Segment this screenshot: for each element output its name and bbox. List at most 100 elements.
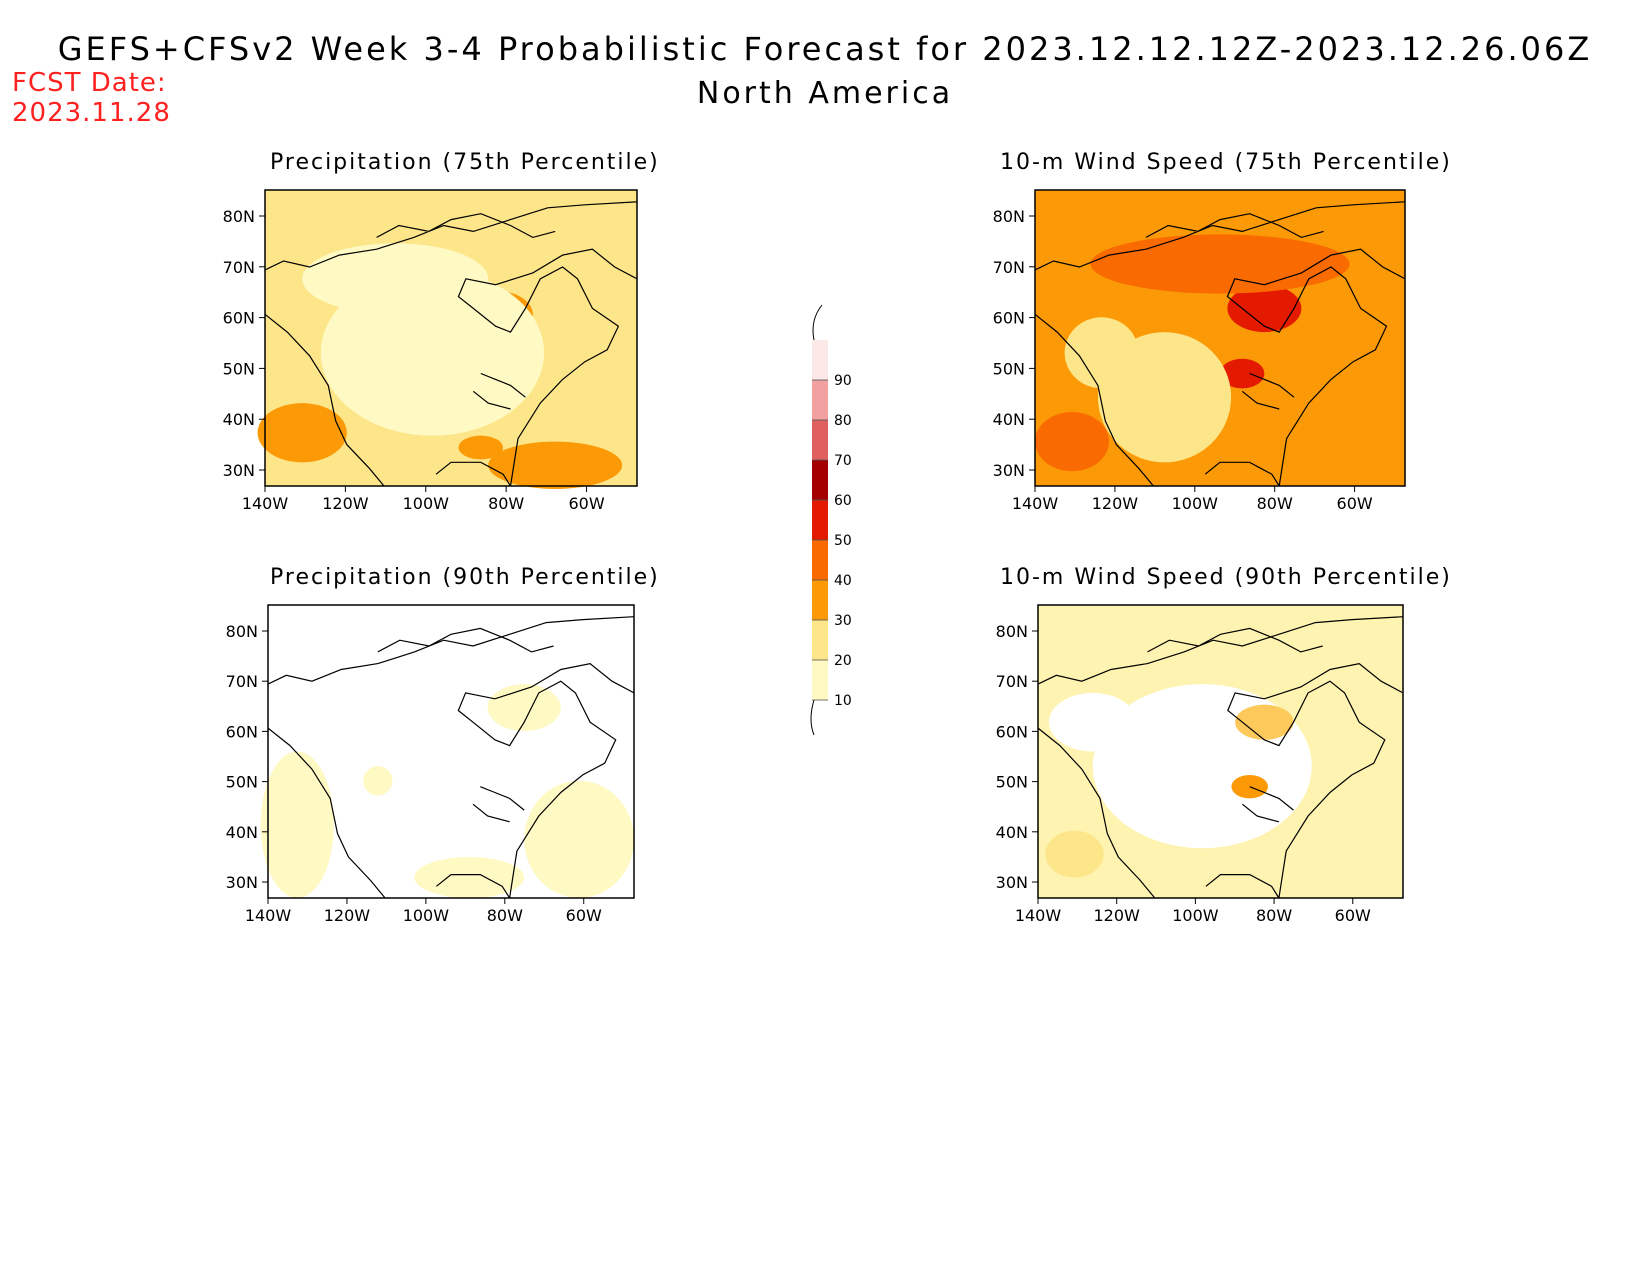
colorbar-lower-arrow [810, 699, 815, 736]
lat-tick-label: 70N [226, 672, 258, 691]
lat-tick-label: 60N [993, 309, 1025, 328]
lat-tick-label: 70N [223, 258, 255, 277]
coastline [264, 201, 638, 487]
lat-tick-label: 60N [226, 722, 258, 741]
lon-tick-label: 140W [1012, 494, 1059, 513]
probability-shading [1235, 704, 1294, 740]
lon-tick-label: 80W [1256, 906, 1292, 925]
lat-tick-label: 30N [993, 461, 1025, 480]
colorbar-segment [812, 660, 828, 700]
colorbar-label: 60 [834, 493, 852, 509]
lat-tick-label: 50N [223, 359, 255, 378]
colorbar-segment [812, 340, 828, 380]
probability-shading [487, 684, 561, 731]
lon-tick-label: 100W [1172, 494, 1219, 513]
lon-tick-label: 100W [1172, 906, 1219, 925]
probability-shading [458, 435, 504, 460]
panel-title-precip-90: Precipitation (90th Percentile) [270, 565, 660, 590]
map-panel-1: 80N 70N 60N 50N 40N 30N 140W 120W 100W 80W 60W [223, 189, 638, 513]
lon-tick-label: 60W [568, 494, 604, 513]
colorbar: 10 20 30 40 50 60 70 80 90 [810, 304, 852, 736]
map-frame [267, 604, 635, 899]
figure-title: GEFS+CFSv2 Week 3-4 Probabilistic Foreca… [57, 30, 1593, 68]
lat-tick-label: 30N [223, 461, 255, 480]
lat-tick-label: 80N [996, 622, 1028, 641]
lon-tick-label: 140W [245, 906, 292, 925]
probability-shading [1048, 692, 1137, 752]
probability-shading [257, 403, 347, 463]
figure-subtitle: North America [696, 76, 954, 111]
colorbar-label: 70 [834, 453, 852, 469]
forecast-date-value: 2023.11.28 [12, 98, 171, 128]
coastline [1034, 201, 1406, 487]
lat-tick-label: 40N [226, 823, 258, 842]
lon-tick-label: 80W [1257, 494, 1293, 513]
probability-shading [1231, 774, 1268, 799]
map-frame [264, 189, 638, 487]
lat-tick-label: 40N [223, 410, 255, 429]
colorbar-label: 80 [834, 413, 852, 429]
colorbar-segment [812, 620, 828, 660]
probability-shading [1035, 412, 1109, 472]
lat-tick-label: 50N [226, 773, 258, 792]
lat-tick-label: 80N [226, 622, 258, 641]
lat-tick-label: 30N [996, 873, 1028, 892]
panel-title-precip-75: Precipitation (75th Percentile) [270, 150, 660, 175]
lon-tick-label: 140W [1015, 906, 1062, 925]
lat-tick-label: 70N [993, 258, 1025, 277]
probability-shading [1064, 317, 1139, 389]
colorbar-segment [812, 540, 828, 580]
probability-shading [260, 751, 334, 898]
panel-title-wind-90: 10-m Wind Speed (90th Percentile) [1000, 565, 1452, 590]
coastline [1037, 616, 1404, 899]
probability-shading [1227, 284, 1302, 333]
colorbar-label: 90 [834, 373, 852, 389]
map-panel-2: 80N 70N 60N 50N 40N 30N 140W 120W 100W 80W 60W [993, 189, 1406, 513]
forecast-date-label: FCST Date: [12, 68, 167, 98]
colorbar-label: 20 [834, 653, 852, 669]
lat-tick-label: 60N [223, 309, 255, 328]
lon-tick-label: 140W [242, 494, 289, 513]
colorbar-segment [812, 420, 828, 460]
lat-tick-label: 60N [996, 722, 1028, 741]
lon-tick-label: 100W [403, 906, 450, 925]
probability-shading [414, 856, 525, 898]
lat-tick-label: 40N [993, 410, 1025, 429]
probability-shading [524, 780, 634, 899]
probability-shading [1220, 358, 1265, 389]
colorbar-label: 30 [834, 613, 852, 629]
forecast-date-block: FCST Date: 2023.11.28 [12, 68, 171, 128]
map-panel-4: 80N 70N 60N 50N 40N 30N 140W 120W 100W 80W 60W [996, 604, 1404, 925]
lon-tick-label: 120W [1094, 906, 1141, 925]
colorbar-label: 50 [834, 533, 852, 549]
lon-tick-label: 60W [566, 906, 602, 925]
panel-title-wind-75: 10-m Wind Speed (75th Percentile) [1000, 150, 1452, 175]
map-frame [1037, 604, 1404, 899]
lat-tick-label: 70N [996, 672, 1028, 691]
lon-tick-label: 120W [322, 494, 369, 513]
lat-tick-label: 80N [993, 207, 1025, 226]
probability-shading [1294, 338, 1405, 486]
map-panel-3: 80N 70N 60N 50N 40N 30N 140W 120W 100W 80W 60W [226, 604, 635, 925]
probability-shading [302, 243, 489, 315]
probability-shading [363, 766, 393, 796]
map-frame [1034, 189, 1406, 487]
probability-shading [1090, 234, 1350, 294]
lat-tick-label: 50N [996, 773, 1028, 792]
lat-tick-label: 40N [996, 823, 1028, 842]
colorbar-upper-arrow [812, 304, 823, 341]
probability-shading [1045, 830, 1104, 878]
lat-tick-label: 80N [223, 207, 255, 226]
coastline [267, 616, 635, 899]
lon-tick-label: 100W [403, 494, 450, 513]
colorbar-segment [812, 380, 828, 420]
lon-tick-label: 120W [324, 906, 371, 925]
colorbar-segment [812, 460, 828, 500]
colorbar-segment [812, 580, 828, 620]
lon-tick-label: 80W [487, 906, 523, 925]
lon-tick-label: 60W [1337, 494, 1373, 513]
lon-tick-label: 120W [1092, 494, 1139, 513]
lon-tick-label: 60W [1335, 906, 1371, 925]
colorbar-label: 40 [834, 573, 852, 589]
probability-shading [488, 441, 623, 489]
